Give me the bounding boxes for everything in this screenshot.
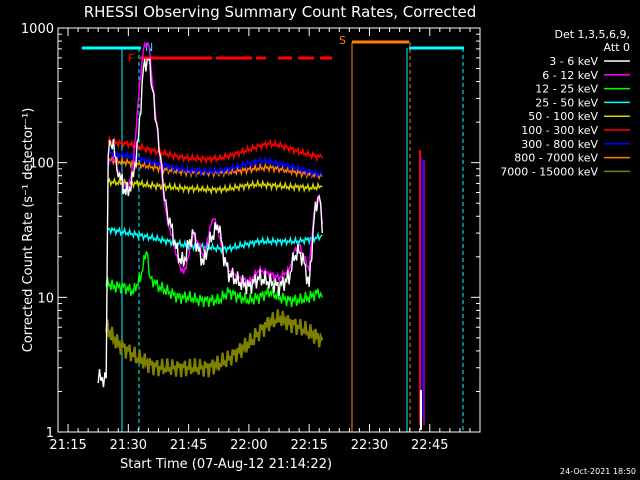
series-line-5	[107, 135, 323, 166]
y-tick-label: 1000	[21, 22, 54, 37]
series-line-2	[105, 251, 323, 308]
y-axis: 1 10 100 1000	[21, 22, 480, 441]
legend-header-line2: Att 0	[604, 41, 630, 54]
x-tick-label: 22:30	[351, 438, 388, 453]
series-line-4	[107, 176, 323, 196]
legend-label: 25 - 50 keV	[535, 96, 598, 109]
x-tick-label: 21:45	[170, 438, 207, 453]
state-overlays: N F S	[82, 34, 464, 432]
series-line-1	[107, 41, 323, 287]
legend-label: 7000 - 15000 keV	[500, 165, 598, 178]
series-layer	[97, 41, 324, 388]
y-tick-label: 100	[29, 157, 54, 172]
legend-label: 12 - 25 keV	[535, 83, 598, 96]
y-tick-label: 10	[37, 291, 54, 306]
flare-label: F	[128, 52, 134, 65]
chart-title: RHESSI Observing Summary Count Rates, Co…	[84, 3, 477, 21]
saa-label: S	[339, 34, 346, 47]
x-tick-label: 21:30	[110, 438, 147, 453]
legend-label: 50 - 100 keV	[528, 110, 598, 123]
generation-date: 24-Oct-2021 18:50	[560, 467, 636, 476]
x-tick-label: 22:15	[290, 438, 327, 453]
y-axis-label: Corrected Count Rate (s⁻¹ detector⁻¹)	[21, 108, 36, 353]
series-line-6	[107, 148, 323, 179]
series-line-7	[107, 155, 323, 181]
series-line-0	[97, 58, 323, 388]
legend-label: 100 - 300 keV	[521, 124, 598, 137]
legend-label: 300 - 800 keV	[521, 138, 598, 151]
x-axis-label: Start Time (07-Aug-12 21:14:22)	[120, 457, 332, 472]
x-axis: 21:15 21:30 21:45 22:00 22:15 22:30 22:45	[49, 28, 481, 453]
legend-label: 800 - 7000 keV	[514, 152, 598, 165]
legend-header-line1: Det 1,3,5,6,9,	[554, 28, 630, 41]
x-tick-label: 21:15	[49, 438, 86, 453]
series-line-8	[105, 309, 324, 378]
legend-label: 3 - 6 keV	[549, 55, 598, 68]
x-tick-label: 22:45	[411, 438, 448, 453]
series-line-3	[107, 226, 323, 255]
x-tick-label: 22:00	[230, 438, 267, 453]
legend-label: 6 - 12 keV	[542, 69, 598, 82]
y-tick-label: 1	[46, 426, 54, 441]
